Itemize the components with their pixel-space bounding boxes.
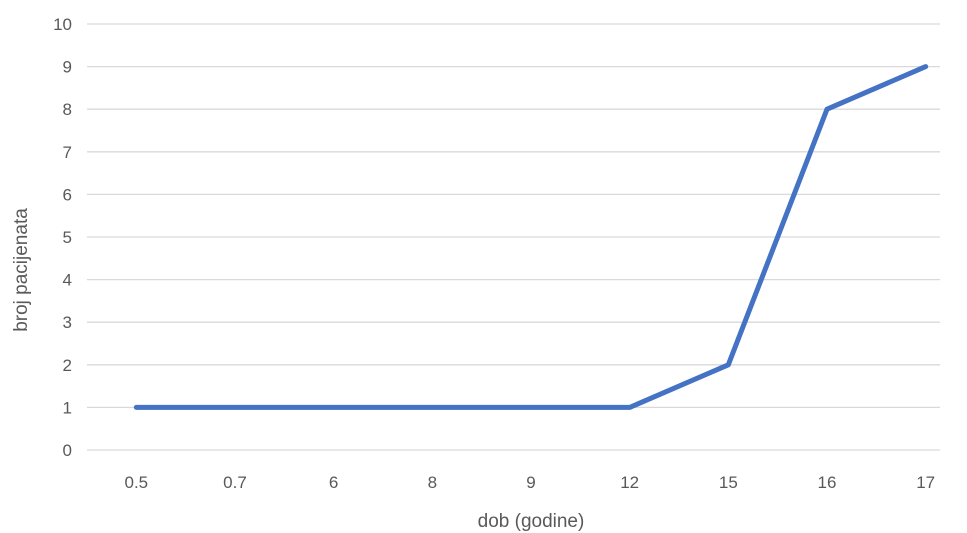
x-tick-label: 16: [818, 473, 837, 492]
x-tick-label: 9: [526, 473, 535, 492]
x-axis-title: dob (godine): [478, 511, 585, 532]
y-tick-label: 10: [53, 15, 72, 34]
y-tick-label: 0: [63, 441, 72, 460]
y-axis-title: broj pacijenata: [11, 208, 32, 332]
y-tick-label: 7: [63, 143, 72, 162]
gridlines: [87, 23, 940, 451]
y-tick-label: 8: [63, 100, 72, 119]
series-group: [133, 64, 929, 410]
y-tick-label: 9: [63, 58, 72, 77]
x-axis-ticks: 0.5 0.7 6 8 9 12 15 16 17: [125, 473, 936, 492]
x-tick-label: 0.5: [125, 473, 149, 492]
y-axis-ticks: 0 1 2 3 4 5 6 7 8 9 10: [53, 15, 72, 460]
x-tick-label: 17: [916, 473, 935, 492]
x-tick-label: 8: [428, 473, 437, 492]
x-tick-label: 6: [329, 473, 338, 492]
y-tick-label: 4: [63, 271, 72, 290]
x-tick-label: 12: [620, 473, 639, 492]
y-tick-label: 3: [63, 313, 72, 332]
x-tick-label: 15: [719, 473, 738, 492]
y-tick-label: 6: [63, 185, 72, 204]
x-tick-label: 0.7: [223, 473, 247, 492]
y-tick-label: 5: [63, 228, 72, 247]
y-tick-label: 1: [63, 398, 72, 417]
y-tick-label: 2: [63, 356, 72, 375]
